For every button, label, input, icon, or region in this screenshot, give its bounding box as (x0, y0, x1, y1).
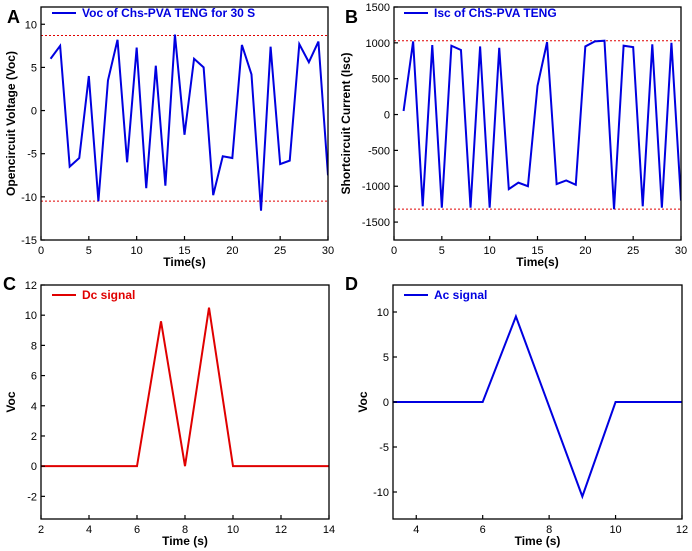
x-tick-label: 0 (38, 245, 44, 257)
y-tick-label: 0 (384, 110, 390, 122)
y-axis-title: Voc (356, 391, 370, 412)
y-tick-label: 4 (31, 401, 37, 413)
x-tick-label: 30 (322, 245, 334, 257)
y-tick-label: -10 (21, 192, 37, 204)
y-tick-label: -500 (368, 145, 390, 157)
y-tick-label: -1500 (362, 217, 390, 229)
x-tick-label: 25 (274, 245, 286, 257)
legend-label: Isc of ChS-PVA TENG (434, 6, 557, 20)
y-tick-label: 10 (25, 310, 37, 322)
y-tick-label: -5 (379, 442, 389, 454)
x-tick-label: 12 (676, 524, 688, 536)
data-line-ac-signal (393, 313, 682, 500)
y-axis-title: Opencircuit Voltage (Voc) (4, 51, 18, 196)
plot-frame (40, 284, 330, 520)
x-tick-label: 4 (86, 524, 92, 536)
x-tick-label: 6 (480, 524, 486, 536)
data-line-voc-of-chs-pva-teng-for-30-s (49, 34, 328, 211)
data-line-isc-of-chs-pva-teng (402, 39, 681, 210)
x-axis-title: Time(s) (163, 255, 205, 269)
x-tick-label: 2 (38, 524, 44, 536)
y-tick-label: -10 (373, 487, 389, 499)
panel-a: A 0 5 10 15 20 25 30 -15 -10 -5 0 5 10 Time(s) Opencirc… (4, 6, 334, 269)
x-tick-label: 10 (484, 245, 496, 257)
panel-d: D 4 6 8 10 12 -10 -5 0 5 10 Time (s) Voc Ac signal (345, 274, 688, 548)
x-tick-label: 30 (675, 245, 687, 257)
y-tick-label: 5 (31, 62, 37, 74)
y-tick-label: -2 (27, 491, 37, 503)
x-tick-label: 15 (178, 245, 190, 257)
x-tick-label: 8 (182, 524, 188, 536)
x-tick-label: 12 (275, 524, 287, 536)
panel-letter: A (7, 7, 20, 27)
x-tick-label: 15 (531, 245, 543, 257)
x-tick-label: 10 (131, 245, 143, 257)
x-tick-label: 20 (226, 245, 238, 257)
legend-label: Voc of Chs-PVA TENG for 30 S (82, 6, 255, 20)
x-tick-label: 5 (86, 245, 92, 257)
x-tick-label: 14 (323, 524, 335, 536)
x-tick-label: 6 (134, 524, 140, 536)
y-tick-label: 1000 (366, 38, 390, 50)
x-axis-title: Time (s) (515, 534, 561, 548)
x-tick-label: 4 (413, 524, 419, 536)
panel-letter: B (345, 7, 358, 27)
y-tick-label: -15 (21, 235, 37, 247)
y-axis-title: Shortcircuit Current (Isc) (339, 52, 353, 194)
y-tick-label: 0 (31, 106, 37, 118)
y-tick-label: 10 (25, 19, 37, 31)
y-tick-label: 12 (25, 280, 37, 292)
legend-label: Dc signal (82, 288, 135, 302)
y-tick-label: 6 (31, 371, 37, 383)
x-tick-label: 5 (439, 245, 445, 257)
x-tick-label: 0 (391, 245, 397, 257)
y-tick-label: 10 (377, 307, 389, 319)
legend-label: Ac signal (434, 288, 487, 302)
y-tick-label: 1500 (366, 2, 390, 14)
x-tick-label: 10 (609, 524, 621, 536)
panel-letter: D (345, 274, 358, 294)
y-tick-label: 5 (383, 352, 389, 364)
panel-c: C 2 4 6 8 10 12 14 -2 0 2 4 6 8 10 12 Time (s) Voc Dc sign… (3, 274, 335, 548)
y-tick-label: -1000 (362, 181, 390, 193)
x-tick-label: 25 (627, 245, 639, 257)
x-axis-title: Time (s) (162, 534, 208, 548)
x-axis-title: Time(s) (516, 255, 558, 269)
y-tick-label: -5 (27, 149, 37, 161)
y-tick-label: 0 (383, 397, 389, 409)
y-tick-label: 0 (31, 461, 37, 473)
panel-b: B 0 5 10 15 20 25 30 -1500 -1000 -500 0 500 1000 1500 T… (339, 2, 687, 269)
data-line-dc-signal (41, 307, 329, 468)
y-tick-label: 2 (31, 431, 37, 443)
y-tick-label: 8 (31, 340, 37, 352)
panel-letter: C (3, 274, 16, 294)
x-tick-label: 20 (579, 245, 591, 257)
y-axis-title: Voc (4, 391, 18, 412)
x-tick-label: 10 (227, 524, 239, 536)
x-tick-label: 8 (546, 524, 552, 536)
y-tick-label: 500 (372, 74, 390, 86)
